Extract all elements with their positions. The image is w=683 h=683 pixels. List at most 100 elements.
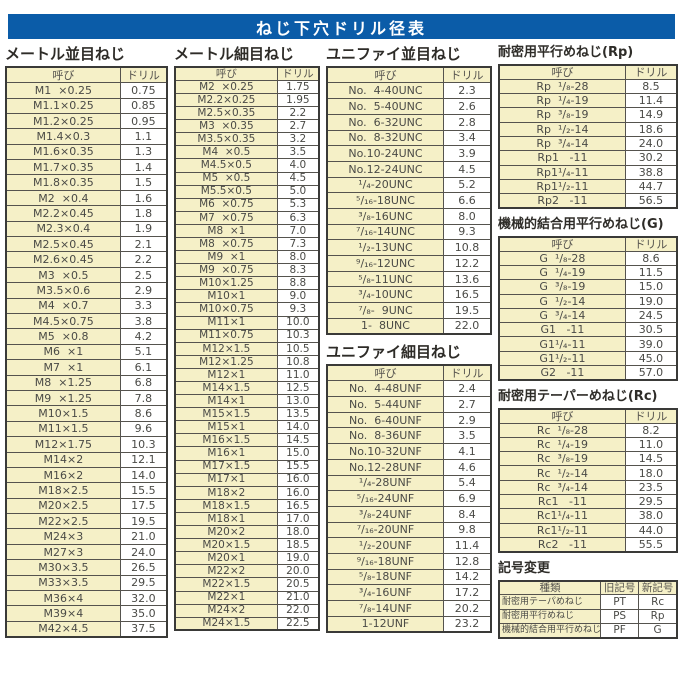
table-row: Rp2 -11 56.5	[498, 193, 678, 209]
table-row: M2 ×0.4 1.6	[5, 189, 168, 207]
table-row: M42×4.5 37.5	[5, 620, 168, 638]
drill-value-cell: 14.0	[276, 420, 320, 435]
thread-name-cell: M8 ×1	[174, 223, 278, 238]
thread-name-cell: ³/₈-16UNC	[326, 207, 444, 225]
drill-value-cell: 19.0	[276, 551, 320, 566]
table-header-name: 呼び	[5, 66, 121, 84]
thread-name-cell: M42×4.5	[5, 620, 121, 638]
drill-value-cell: 19.0	[624, 293, 678, 309]
drill-value-cell: 20.2	[442, 600, 492, 617]
drill-value-cell: 26.5	[119, 559, 168, 576]
table-row: M20×1 19.0	[174, 551, 320, 566]
thread-name-cell: Rp ¹/₄-19	[498, 93, 626, 109]
thread-name-cell: M11×1.5	[5, 420, 121, 438]
metric-coarse-section: メートル並目ねじ 呼び ドリル M1 ×0.25 0.75 M1.1×0.25 0.8…	[5, 45, 168, 639]
table-row: No.12-28UNF 4.6	[326, 458, 492, 476]
drill-value-cell: 22.5	[276, 616, 320, 631]
table-row: M16×1.5 14.5	[174, 433, 320, 448]
drill-value-cell: 6.1	[119, 359, 168, 376]
table-row: 耐密用テーパめねじ PT Rc	[498, 594, 678, 610]
table-header-name: 呼び	[326, 66, 444, 84]
thread-name-cell: Rp1¹/₂-11	[498, 178, 626, 195]
table-row: M5 ×0.8 4.2	[5, 328, 168, 345]
table-row: M1.2×0.25 0.95	[5, 112, 168, 130]
thread-name-cell: M39×4	[5, 605, 121, 622]
drill-value-cell: 3.8	[119, 312, 168, 330]
thread-name-cell: M16×1.5	[174, 433, 278, 448]
table-row: Rp ³/₈-19 14.9	[498, 107, 678, 123]
table-row: M2 ×0.25 1.75	[174, 79, 320, 94]
thread-name-cell: No.10-32UNF	[326, 443, 444, 460]
drill-value-cell: 8.3	[276, 263, 320, 278]
thread-name-cell: M4.5×0.75	[5, 312, 121, 330]
unified-coarse-table: 呼び ドリル No. 4-40UNC 2.3 No. 5-40UNC 2.6 No. 6…	[326, 66, 492, 335]
thread-name-cell: M4 ×0.5	[174, 145, 278, 160]
thread-name-cell: Rp2 -11	[498, 193, 626, 209]
drill-value-cell: 15.0	[276, 446, 320, 461]
drill-value-cell: 29.5	[624, 494, 678, 510]
table-row: ⁷/₁₆-20UNF 9.8	[326, 521, 492, 539]
thread-name-cell: M17×1	[174, 472, 278, 487]
drill-value-cell: 2.2	[119, 251, 168, 268]
drill-value-cell: 2.3	[442, 82, 492, 100]
drill-value-cell: 57.0	[624, 365, 678, 381]
table-row: M2.5×0.35 2.2	[174, 106, 320, 121]
drill-value-cell: 16.5	[276, 498, 320, 513]
drill-value-cell: 12.5	[276, 380, 320, 396]
drill-value-cell: 0.85	[119, 97, 168, 114]
thread-name-cell: 耐密用テーパめねじ	[498, 594, 601, 610]
thread-name-cell: M16×2	[5, 466, 121, 484]
thread-name-cell: M24×1.5	[174, 616, 278, 631]
thread-name-cell: G ¹/₄-19	[498, 264, 626, 281]
table-row: No.10-24UNC 3.9	[326, 145, 492, 162]
drill-value-cell: 12.2	[442, 255, 492, 272]
table-row: M22×1 21.0	[174, 590, 320, 605]
drill-value-cell: 38.0	[624, 508, 678, 524]
drill-value-cell: 9.3	[276, 302, 320, 317]
drill-value-cell: 2.7	[442, 396, 492, 413]
table-row: ¹/₂-13UNC 10.8	[326, 239, 492, 256]
drill-value-cell: 24.0	[624, 135, 678, 152]
thread-name-cell: ⁵/₈-18UNF	[326, 568, 444, 586]
drill-value-cell: 11.5	[624, 264, 678, 281]
thread-name-cell: M3.5×0.35	[174, 132, 278, 147]
drill-value-cell: 10.8	[276, 354, 320, 369]
table-row: Rp1¹/₄-11 38.8	[498, 164, 678, 180]
table-row: M8 ×1 7.0	[174, 223, 320, 238]
table-row: M11×1 10.0	[174, 315, 320, 330]
thread-name-cell: No. 5-44UNF	[326, 396, 444, 413]
thread-name-cell: M2.3×0.4	[5, 220, 121, 238]
thread-name-cell: G2 -11	[498, 365, 626, 381]
drill-value-cell: 15.5	[119, 482, 168, 499]
thread-name-cell: M9 ×0.75	[174, 263, 278, 278]
thread-name-cell: M27×3	[5, 543, 121, 561]
thread-name-cell: ⁷/₈-14UNF	[326, 600, 444, 617]
drill-value-cell: 4.1	[442, 443, 492, 460]
thread-name-cell: M8 ×1.25	[5, 374, 121, 391]
table-row: M5.5×0.5 5.0	[174, 184, 320, 199]
table-row: ³/₄-10UNC 16.5	[326, 286, 492, 304]
thread-name-cell: M1.8×0.35	[5, 174, 121, 191]
drill-value-cell: 23.2	[442, 615, 492, 633]
table-row: M10×1 9.0	[174, 289, 320, 304]
drill-value-cell: 10.8	[442, 239, 492, 256]
drill-value-cell: 8.8	[276, 276, 320, 291]
thread-name-cell: No. 8-32UNC	[326, 129, 444, 147]
drill-value-cell: 7.3	[276, 236, 320, 252]
thread-name-cell: G ¹/₈-28	[498, 250, 626, 266]
drill-value-cell: 20.0	[276, 564, 320, 579]
table-header-row: 呼び ドリル	[498, 64, 678, 80]
thread-name-cell: ⁷/₁₆-20UNF	[326, 521, 444, 539]
drill-value-cell: 3.9	[442, 145, 492, 162]
drill-value-cell: 1.8	[119, 205, 168, 222]
table-row: ⁷/₈- 9UNC 19.5	[326, 302, 492, 319]
table-row: Rc ³/₈-19 14.5	[498, 451, 678, 467]
drill-value-cell: 17.2	[442, 584, 492, 601]
thread-name-cell: Rc2 -11	[498, 536, 626, 553]
thread-name-cell: M5.5×0.5	[174, 184, 278, 199]
drill-value-cell: 5.4	[442, 474, 492, 492]
thread-name-cell: M6 ×1	[5, 343, 121, 361]
thread-name-cell: M11×0.75	[174, 328, 278, 343]
drill-value-cell: 4.6	[442, 458, 492, 476]
table-row: M14×2 12.1	[5, 451, 168, 468]
